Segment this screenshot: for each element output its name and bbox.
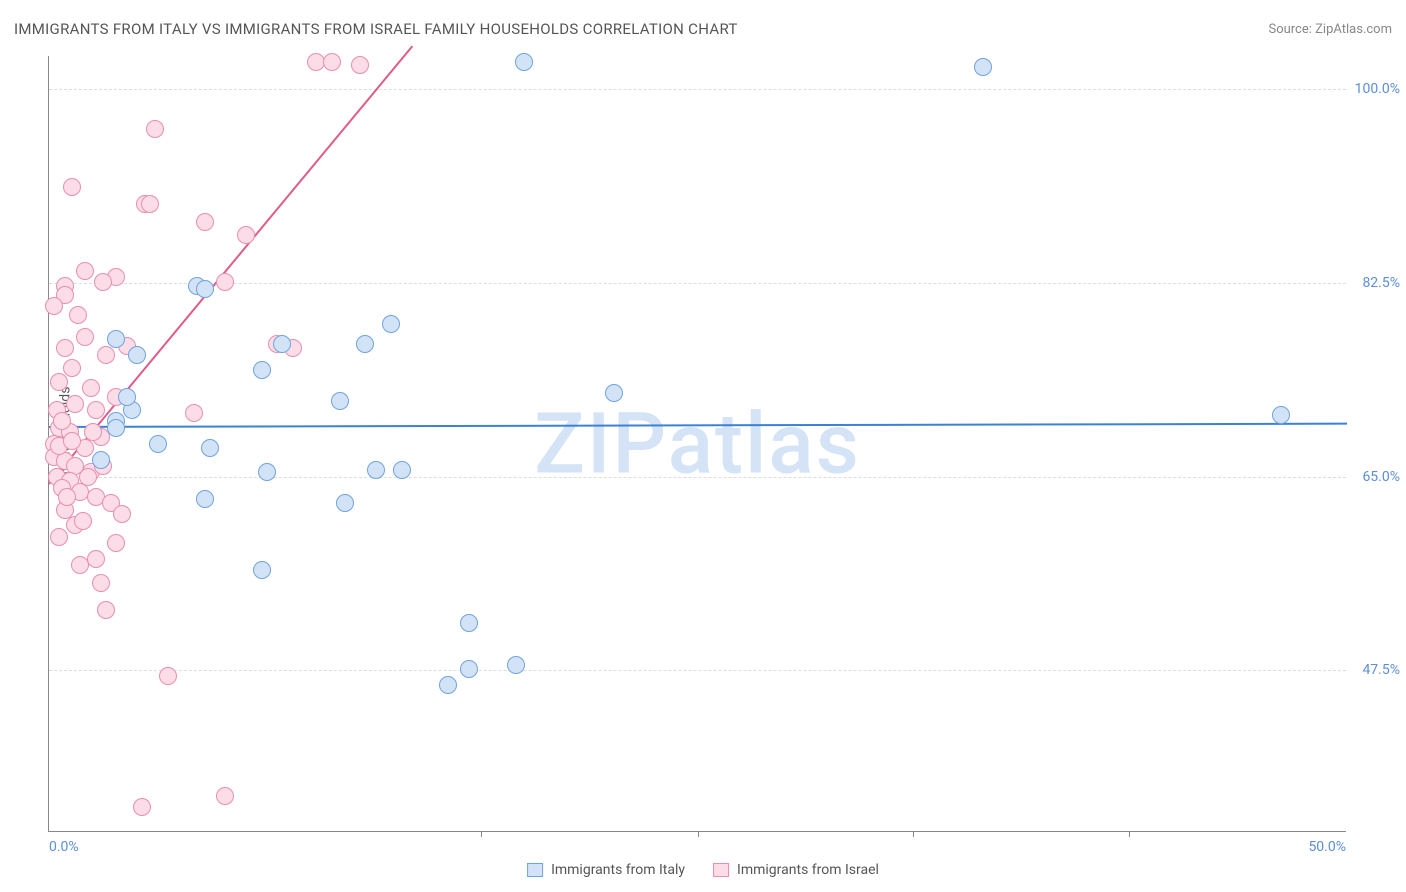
legend-bottom-label: Immigrants from Israel [737, 862, 879, 878]
scatter-point-israel [113, 505, 131, 523]
trend-line [49, 423, 1347, 428]
scatter-point-italy [605, 384, 623, 402]
scatter-point-italy [201, 439, 219, 457]
scatter-point-italy [393, 461, 411, 479]
scatter-point-israel [237, 226, 255, 244]
scatter-point-italy [258, 463, 276, 481]
scatter-point-israel [63, 178, 81, 196]
scatter-point-israel [76, 328, 94, 346]
scatter-point-israel [159, 667, 177, 685]
legend-bottom-item: Immigrants from Italy [527, 862, 685, 878]
scatter-point-italy [367, 461, 385, 479]
x-tick-label: 50.0% [1308, 839, 1346, 855]
scatter-point-israel [56, 339, 74, 357]
scatter-point-israel [97, 601, 115, 619]
legend-bottom-label: Immigrants from Italy [551, 862, 685, 878]
scatter-point-italy [382, 315, 400, 333]
scatter-point-italy [107, 330, 125, 348]
y-tick-label: 47.5% [1362, 662, 1400, 678]
x-tick-mark [913, 831, 914, 837]
scatter-point-israel [79, 468, 97, 486]
x-tick-label: 0.0% [49, 839, 79, 855]
scatter-point-israel [216, 787, 234, 805]
scatter-point-israel [69, 306, 87, 324]
legend-bottom-item: Immigrants from Israel [713, 862, 879, 878]
scatter-point-italy [118, 388, 136, 406]
scatter-point-israel [94, 273, 112, 291]
scatter-point-israel [323, 53, 341, 71]
scatter-point-italy [196, 490, 214, 508]
scatter-point-italy [273, 335, 291, 353]
scatter-point-israel [45, 297, 63, 315]
scatter-point-italy [336, 494, 354, 512]
scatter-point-italy [253, 361, 271, 379]
scatter-point-israel [76, 262, 94, 280]
scatter-point-italy [253, 561, 271, 579]
scatter-point-italy [196, 280, 214, 298]
legend-swatch [713, 863, 729, 877]
scatter-point-israel [87, 401, 105, 419]
scatter-point-israel [133, 798, 151, 816]
scatter-point-israel [92, 574, 110, 592]
scatter-point-italy [149, 435, 167, 453]
gridline-horizontal [49, 477, 1346, 478]
scatter-point-italy [1272, 406, 1290, 424]
gridline-horizontal [49, 89, 1346, 90]
chart-title: IMMIGRANTS FROM ITALY VS IMMIGRANTS FROM… [14, 20, 738, 38]
scatter-point-italy [107, 419, 125, 437]
scatter-point-israel [50, 528, 68, 546]
scatter-point-italy [331, 392, 349, 410]
scatter-point-italy [460, 660, 478, 678]
scatter-point-israel [63, 359, 81, 377]
scatter-point-israel [74, 512, 92, 530]
scatter-point-italy [356, 335, 374, 353]
scatter-point-israel [196, 213, 214, 231]
scatter-point-israel [84, 423, 102, 441]
y-tick-label: 100.0% [1355, 81, 1400, 97]
scatter-point-italy [92, 451, 110, 469]
scatter-point-israel [58, 488, 76, 506]
scatter-point-israel [97, 346, 115, 364]
x-tick-mark [698, 831, 699, 837]
scatter-point-israel [185, 404, 203, 422]
scatter-point-israel [66, 395, 84, 413]
y-tick-label: 82.5% [1362, 275, 1400, 291]
scatter-point-italy [515, 53, 533, 71]
scatter-point-italy [460, 614, 478, 632]
plot-area: ZIPatlas 47.5%65.0%82.5%100.0%0.0%50.0% [48, 56, 1346, 832]
chart-container: IMMIGRANTS FROM ITALY VS IMMIGRANTS FROM… [0, 0, 1406, 892]
scatter-point-italy [974, 58, 992, 76]
scatter-point-italy [128, 346, 146, 364]
scatter-point-israel [82, 379, 100, 397]
x-tick-mark [481, 831, 482, 837]
scatter-point-israel [351, 56, 369, 74]
trend-line [48, 45, 413, 484]
gridline-horizontal [49, 283, 1346, 284]
scatter-point-israel [63, 432, 81, 450]
scatter-point-italy [507, 656, 525, 674]
watermark-text: ZIPatlas [534, 394, 861, 493]
scatter-point-israel [87, 550, 105, 568]
legend-swatch [527, 863, 543, 877]
x-tick-mark [1129, 831, 1130, 837]
scatter-point-israel [216, 273, 234, 291]
scatter-point-italy [439, 676, 457, 694]
scatter-point-israel [107, 534, 125, 552]
scatter-point-israel [141, 195, 159, 213]
scatter-point-israel [146, 120, 164, 138]
source-label: Source: ZipAtlas.com [1268, 22, 1392, 37]
scatter-point-israel [53, 412, 71, 430]
legend-bottom: Immigrants from Italy Immigrants from Isr… [527, 862, 879, 878]
y-tick-label: 65.0% [1362, 469, 1400, 485]
gridline-horizontal [49, 670, 1346, 671]
